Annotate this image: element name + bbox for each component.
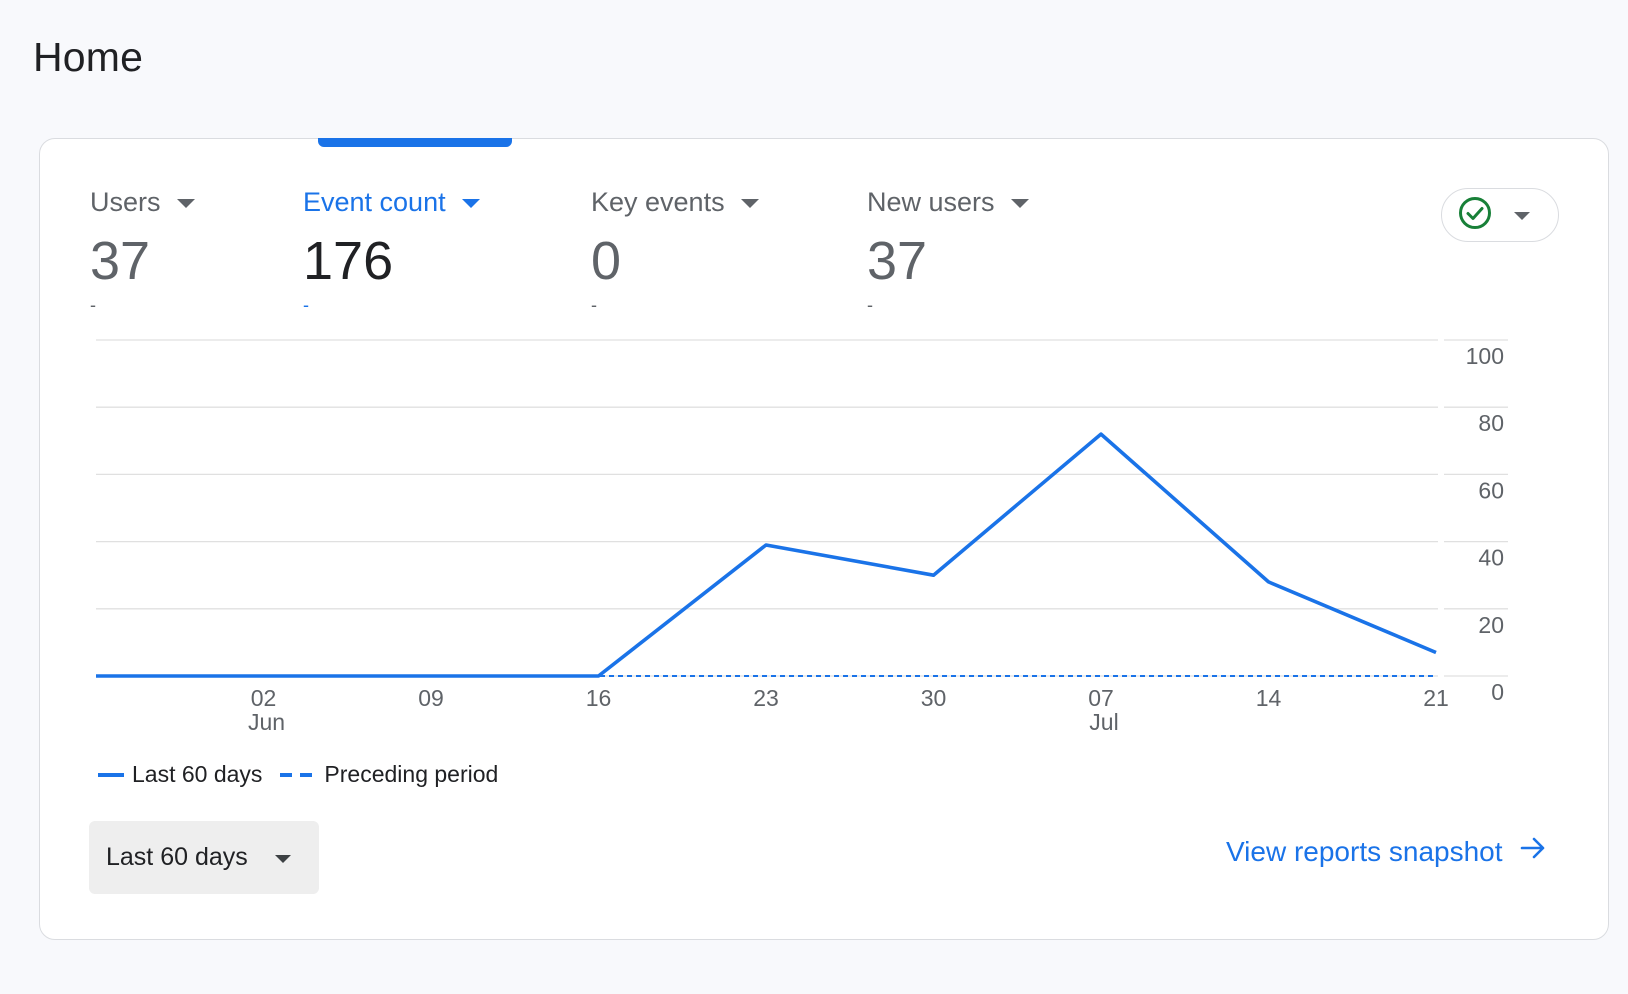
arrow-right-icon xyxy=(1503,834,1547,869)
active-tab-indicator xyxy=(318,138,512,147)
metric-value: 176 xyxy=(303,231,394,291)
legend-label: Last 60 days xyxy=(132,761,263,787)
metric-label: New users xyxy=(867,186,995,217)
y-tick-label: 80 xyxy=(1478,410,1504,436)
caret-down-icon[interactable] xyxy=(1010,198,1029,208)
caret-down-icon xyxy=(274,854,291,863)
chart-legend: Last 60 days Preceding period xyxy=(98,761,516,788)
y-tick-label: 60 xyxy=(1478,477,1504,503)
overview-card: Users 37 - Event count 176 - Key events … xyxy=(39,138,1609,940)
legend-item-current: Last 60 days xyxy=(98,761,262,788)
metric-value: 0 xyxy=(591,231,622,291)
date-range-label: Last 60 days xyxy=(106,843,248,871)
metric-value: 37 xyxy=(90,231,151,291)
x-tick-label: 16 xyxy=(586,685,612,711)
metric-label: Key events xyxy=(591,186,725,217)
x-tick-label: 14 xyxy=(1256,685,1282,711)
caret-down-icon xyxy=(1514,212,1530,220)
snapshot-link-label: View reports snapshot xyxy=(1226,835,1503,867)
series-line-last-60-days xyxy=(96,432,1437,678)
caret-down-icon[interactable] xyxy=(461,198,480,208)
metric-label: Users xyxy=(90,186,161,217)
x-tick-label: 21 xyxy=(1423,685,1449,711)
check-circle-icon xyxy=(1458,196,1492,235)
x-tick-label: 07 xyxy=(1088,685,1114,711)
x-tick-month-label: Jul xyxy=(1089,709,1118,735)
metric-change: - xyxy=(867,295,873,315)
x-tick-label: 23 xyxy=(753,685,779,711)
x-tick-label: 02 xyxy=(251,685,277,711)
legend-solid-line-icon xyxy=(98,772,124,777)
metric-label: Event count xyxy=(303,186,446,217)
metric-tab-key-events[interactable]: Key events 0 - xyxy=(591,187,759,315)
metric-change: - xyxy=(303,295,309,315)
x-tick-month-label: Jun xyxy=(248,709,285,735)
y-tick-label: 20 xyxy=(1478,612,1504,638)
legend-item-previous: Preceding period xyxy=(280,761,498,788)
compare-dropdown-button[interactable] xyxy=(1441,188,1559,242)
metric-tab-users[interactable]: Users 37 - xyxy=(90,187,195,315)
metric-tab-new-users[interactable]: New users 37 - xyxy=(867,187,1029,315)
y-tick-label: 0 xyxy=(1491,679,1504,705)
page-title: Home xyxy=(33,34,144,80)
caret-down-icon[interactable] xyxy=(176,198,195,208)
metric-tab-event-count[interactable]: Event count 176 - xyxy=(303,187,480,315)
legend-dashed-line-icon xyxy=(280,772,315,777)
caret-down-icon[interactable] xyxy=(740,198,759,208)
date-range-dropdown[interactable]: Last 60 days xyxy=(89,821,319,894)
legend-label: Preceding period xyxy=(324,761,499,787)
y-tick-label: 100 xyxy=(1466,343,1504,369)
metric-change: - xyxy=(591,295,597,315)
view-reports-snapshot-link[interactable]: View reports snapshot xyxy=(1226,834,1547,869)
y-tick-label: 40 xyxy=(1478,545,1504,571)
x-tick-label: 30 xyxy=(921,685,947,711)
metric-value: 37 xyxy=(867,231,928,291)
metric-change: - xyxy=(90,295,96,315)
x-tick-label: 09 xyxy=(418,685,444,711)
